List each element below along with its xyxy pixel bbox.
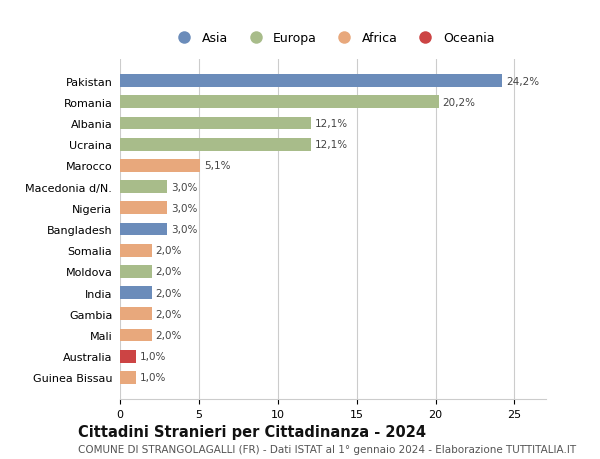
Bar [120, 371, 136, 384]
Text: 2,0%: 2,0% [155, 330, 182, 340]
Text: 2,0%: 2,0% [155, 267, 182, 277]
Bar [120, 160, 200, 173]
Bar [120, 139, 311, 151]
Bar [120, 75, 502, 88]
Bar [120, 181, 167, 194]
Text: 3,0%: 3,0% [171, 182, 197, 192]
Text: Cittadini Stranieri per Cittadinanza - 2024: Cittadini Stranieri per Cittadinanza - 2… [78, 425, 426, 440]
Bar [120, 350, 136, 363]
Bar [120, 202, 167, 215]
Text: 5,1%: 5,1% [205, 161, 231, 171]
Bar [120, 308, 152, 320]
Text: 24,2%: 24,2% [506, 77, 539, 86]
Text: 12,1%: 12,1% [315, 119, 348, 129]
Text: 12,1%: 12,1% [315, 140, 348, 150]
Legend: Asia, Europa, Africa, Oceania: Asia, Europa, Africa, Oceania [172, 32, 494, 45]
Text: 3,0%: 3,0% [171, 224, 197, 235]
Text: 20,2%: 20,2% [443, 98, 476, 107]
Bar [120, 329, 152, 341]
Bar [120, 223, 167, 236]
Text: 3,0%: 3,0% [171, 203, 197, 213]
Text: 1,0%: 1,0% [140, 352, 166, 361]
Bar [120, 96, 439, 109]
Text: 2,0%: 2,0% [155, 309, 182, 319]
Bar [120, 286, 152, 299]
Text: COMUNE DI STRANGOLAGALLI (FR) - Dati ISTAT al 1° gennaio 2024 - Elaborazione TUT: COMUNE DI STRANGOLAGALLI (FR) - Dati IST… [78, 444, 576, 454]
Text: 1,0%: 1,0% [140, 373, 166, 382]
Text: 2,0%: 2,0% [155, 288, 182, 298]
Bar [120, 244, 152, 257]
Bar [120, 118, 311, 130]
Bar [120, 265, 152, 278]
Text: 2,0%: 2,0% [155, 246, 182, 256]
